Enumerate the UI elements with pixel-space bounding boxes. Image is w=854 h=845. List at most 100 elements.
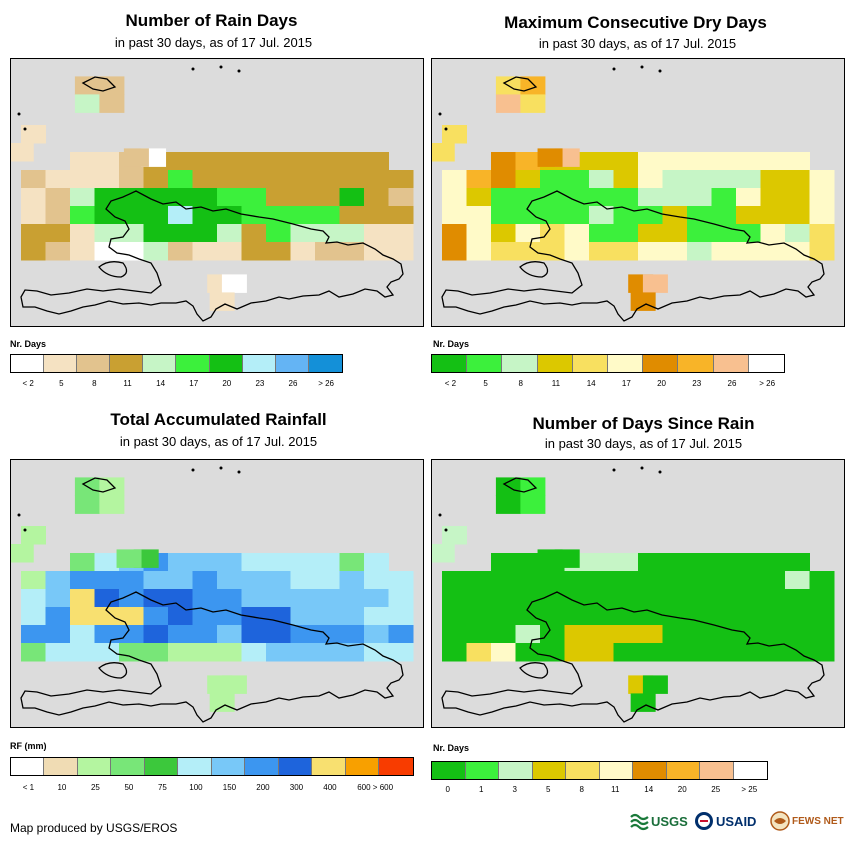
- coastline: [98, 261, 128, 278]
- grid-cell: [537, 148, 563, 167]
- legend-swatch: [144, 758, 179, 775]
- grid-cell: [662, 625, 688, 644]
- grid-cell: [388, 206, 414, 225]
- legend-swatch: [11, 758, 45, 775]
- grid-cell: [192, 242, 218, 261]
- grid-cell: [687, 206, 712, 225]
- panel-subtitle: in past 30 days, as of 17 Jul. 2015: [544, 436, 743, 451]
- grid-cell: [209, 292, 235, 311]
- grid-cell: [119, 571, 144, 590]
- grid-cell: [315, 589, 340, 608]
- grid-cell: [388, 625, 414, 644]
- grid-cell: [491, 607, 516, 626]
- grid-cell: [241, 643, 267, 662]
- grid-cell: [809, 242, 835, 261]
- islet: [23, 528, 27, 532]
- grid-cell: [217, 643, 242, 662]
- legend-swatch: [633, 762, 667, 779]
- legend-swatch: [467, 355, 503, 372]
- legend-swatch: [432, 762, 466, 779]
- grid-cell: [21, 224, 46, 243]
- grid-cell: [760, 607, 786, 626]
- grid-cell: [736, 206, 761, 225]
- islet: [444, 528, 448, 532]
- grid-cell: [290, 206, 316, 225]
- grid-cell: [564, 170, 590, 189]
- grid-cell: [168, 206, 193, 225]
- grid-cell: [217, 607, 242, 626]
- grid-cell: [638, 607, 663, 626]
- grid-cell: [613, 589, 639, 608]
- legend-tick-label: 8: [579, 785, 584, 794]
- grid-cell: [217, 206, 242, 225]
- grid-cell: [217, 170, 242, 189]
- grid-cell: [364, 188, 389, 207]
- grid-cell: [339, 607, 365, 626]
- islet: [658, 69, 662, 73]
- grid-cell: [70, 152, 95, 171]
- grid-cell: [785, 206, 810, 225]
- grid-cell: [192, 152, 218, 171]
- grid-cell: [45, 170, 71, 189]
- grid-cell: [711, 571, 737, 590]
- grid-cell: [94, 553, 120, 572]
- grid-cell: [736, 152, 761, 171]
- usgs-logo: USGS: [630, 808, 688, 834]
- legend-tick-label: 10: [57, 783, 67, 792]
- grid-cell: [736, 571, 761, 590]
- grid-cell: [564, 571, 590, 590]
- legend-tick-label: 75: [157, 783, 167, 792]
- grid-cell: [119, 206, 144, 225]
- legend-swatch: [44, 758, 78, 775]
- grid-cell: [266, 625, 291, 644]
- legend-tick-label: 100: [189, 783, 203, 792]
- grid-cell: [638, 224, 663, 243]
- grid-cell: [217, 152, 242, 171]
- grid-cell: [687, 224, 712, 243]
- grid-cell: [217, 188, 242, 207]
- legend-swatch: [566, 762, 600, 779]
- legend-swatch: [432, 355, 468, 372]
- legend-swatch: [44, 355, 78, 372]
- grid-cell: [21, 242, 46, 261]
- grid-cell: [564, 188, 590, 207]
- legend-swatch: [379, 758, 413, 775]
- grid-cell: [21, 607, 46, 626]
- legend-tick-label: 17: [189, 379, 199, 388]
- grid-cell: [638, 206, 663, 225]
- grid-cell: [760, 224, 786, 243]
- grid-cell: [662, 571, 688, 590]
- grid-cell: [662, 206, 688, 225]
- coastline: [519, 662, 549, 679]
- grid-cell: [241, 589, 267, 608]
- grid-cell: [466, 224, 492, 243]
- grid-cell: [143, 206, 169, 225]
- legend-tick-label: 600 > 600: [357, 783, 394, 792]
- grid-cell: [760, 625, 786, 644]
- fewsnet-globe-icon: [770, 811, 790, 831]
- grid-cell: [662, 170, 688, 189]
- grid-cell: [315, 224, 340, 243]
- grid-cell: [217, 242, 242, 261]
- grid-cell: [21, 571, 46, 590]
- grid-cell: [21, 125, 46, 144]
- grid-cell: [192, 643, 218, 662]
- grid-cell: [45, 188, 71, 207]
- grid-cell: [630, 693, 656, 712]
- legend-swatch: [499, 762, 533, 779]
- grid-cell: [70, 188, 95, 207]
- legend-tick-label: 0: [445, 785, 450, 794]
- coastline: [81, 477, 117, 493]
- grid-cell: [736, 170, 761, 189]
- islet: [17, 112, 21, 116]
- grid-cell: [266, 571, 291, 590]
- coastline: [20, 190, 404, 322]
- legend-swatch: [465, 762, 499, 779]
- grid-cell: [564, 625, 590, 644]
- grid-cell: [736, 589, 761, 608]
- legend-swatch: [278, 758, 313, 775]
- grid-cell: [70, 643, 95, 662]
- grid-cell: [687, 589, 712, 608]
- grid-cell: [760, 188, 786, 207]
- legend-swatch: [11, 355, 45, 372]
